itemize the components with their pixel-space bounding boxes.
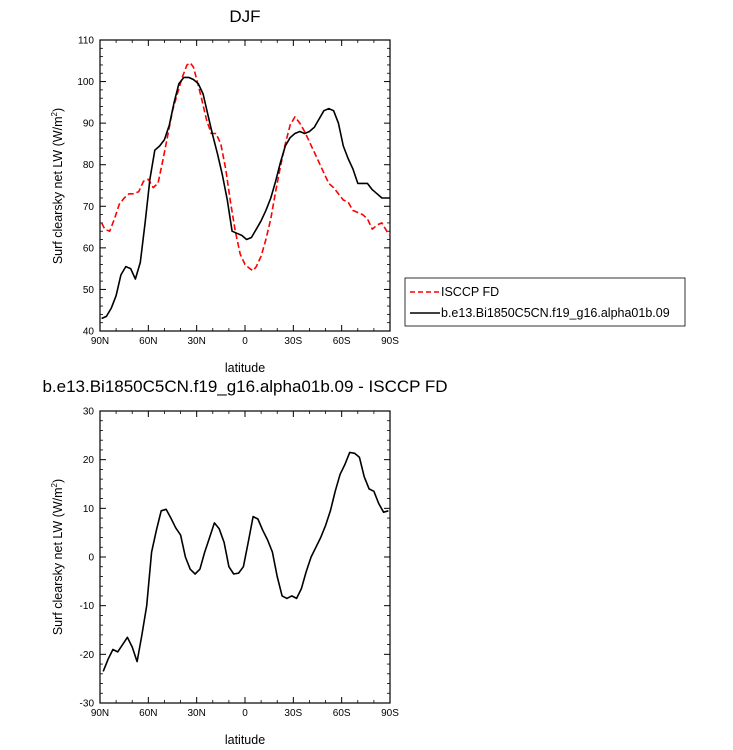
top-y-tick-label: 70 [83,202,95,213]
top-chart-title: DJF [229,7,260,26]
bottom-y-tick-label: 30 [83,407,95,418]
legend-label-isccp: ISCCP FD [441,285,499,299]
top-y-tick-label: 40 [83,327,95,338]
bottom-series-line-difference [102,451,389,672]
bottom-y-tick-label: 20 [83,455,95,466]
bottom-chart-title: b.e13.Bi1850C5CN.f19_g16.alpha01b.09 - I… [42,377,447,396]
top-axis-ticks: 40 50 60 70 80 90 100 110 90N 60N 30N 0 30S 60S 90S [77,36,399,348]
top-plot-frame [99,39,391,332]
bottom-y-tick-label: -30 [80,699,95,710]
top-y-axis-label-main: Surf clearsky net LW (W/m [51,116,65,264]
top-y-tick-label: 110 [78,36,94,47]
bottom-x-tick-label: 90N [91,708,109,719]
bottom-y-axis-label-main: Surf clearsky net LW (W/m [51,487,65,635]
top-x-tick-label: 60S [333,336,351,347]
bottom-y-tick-label: -10 [80,601,95,612]
top-x-axis-label: latitude [225,361,265,375]
top-x-tick-label: 30S [284,336,302,347]
bottom-panel: b.e13.Bi1850C5CN.f19_g16.alpha01b.09 - I… [42,377,447,747]
top-y-tick-label: 100 [77,77,94,88]
bottom-series-group [102,451,389,672]
bottom-y-axis-label-sup: 2 [50,482,59,487]
bottom-x-tick-label: 30S [284,708,302,719]
bottom-x-tick-label: 30N [187,708,205,719]
top-y-tick-label: 60 [83,243,95,254]
bottom-y-axis-label: Surf clearsky net LW (W/m2) [50,479,65,635]
legend-box [404,277,686,327]
bottom-x-tick-label: 0 [242,708,248,719]
legend-label-model: b.e13.Bi1850C5CN.f19_g16.alpha01b.09 [441,306,670,320]
top-series-group [100,62,391,320]
top-x-tick-label: 0 [242,336,248,347]
top-y-tick-label: 50 [83,285,95,296]
top-x-tick-label: 30N [187,336,205,347]
legend: ISCCP FD b.e13.Bi1850C5CN.f19_g16.alpha0… [404,277,686,327]
bottom-y-tick-label: 10 [83,504,95,515]
top-y-axis-label-sup: 2 [50,111,59,116]
bottom-x-tick-label: 90S [381,708,399,719]
top-panel: DJF 40 50 60 70 80 90 100 110 90N 60N 30N 0 30S 60S 90… [50,7,686,375]
top-y-axis-label-close: ) [51,108,65,112]
top-x-tick-label: 60N [139,336,157,347]
bottom-x-axis-label: latitude [225,733,265,747]
bottom-x-tick-label: 60N [139,708,157,719]
top-y-axis-label: Surf clearsky net LW (W/m2) [50,108,65,264]
bottom-x-tick-label: 60S [333,708,351,719]
top-x-tick-label: 90N [91,336,109,347]
bottom-y-tick-label: 0 [88,553,94,564]
bottom-y-axis-label-close: ) [51,479,65,483]
top-y-tick-label: 90 [83,119,95,130]
top-x-tick-label: 90S [381,336,399,347]
bottom-y-tick-label: -20 [80,650,95,661]
top-series-line-model [101,76,390,320]
top-y-tick-label: 80 [83,160,95,171]
bottom-axis-ticks: -30 -20 -10 0 10 20 30 90N 60N 30N 0 30S 60S 90S [80,407,400,720]
